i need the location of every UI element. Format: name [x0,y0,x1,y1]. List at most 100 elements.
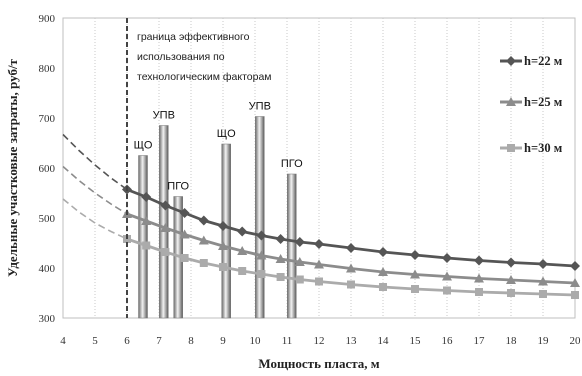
series-point [294,237,305,247]
legend-label: h=30 м [524,141,563,155]
series-point [179,208,190,218]
series-point [474,273,484,283]
series-extrapolation [62,165,128,215]
x-tick-label: 20 [570,335,582,347]
series-point [378,247,388,257]
series-point [571,291,579,299]
bar [138,155,148,319]
y-tick-label: 800 [39,63,56,75]
legend-marker [507,144,515,152]
series-point [237,246,248,255]
series-point [256,250,267,260]
series-point [142,241,151,250]
legend-marker [506,97,516,106]
y-tick-label: 400 [39,263,56,275]
x-tick-label: 15 [410,335,422,347]
series-point [160,223,171,232]
x-tick-label: 10 [250,335,262,347]
x-tick-label: 16 [442,335,454,347]
series-point [346,243,356,253]
series-point [442,271,452,281]
series-point [410,269,420,279]
series-point [346,263,356,273]
y-tick-label: 700 [39,113,56,125]
bar [221,143,231,319]
series-point [570,261,580,271]
y-tick-label: 500 [39,213,56,225]
series-point [256,230,267,241]
bar [159,125,169,319]
series-point [218,221,228,231]
series-point [257,270,266,278]
series-point [198,215,209,226]
series-point [314,239,324,249]
series-extrapolation [62,198,128,240]
series-point [411,285,419,293]
series-point [141,216,152,225]
series-point [160,200,171,211]
boundary-label: использования по [137,51,225,63]
boundary-label: технологическим факторам [137,71,272,83]
x-tick-label: 5 [92,335,98,347]
series-point [475,288,483,296]
x-tick-label: 17 [474,335,486,347]
bar-label: ПГО [167,181,189,193]
x-tick-label: 18 [506,335,518,347]
series-point [179,229,190,239]
x-axis-title: Мощность пласта, м [258,356,379,371]
series-point [315,277,323,286]
series-point [218,241,228,250]
series-point [314,259,324,269]
series-point [538,259,548,269]
series-point [379,283,387,291]
x-tick-label: 13 [346,335,358,347]
boundary: граница эффективного использования по техн… [126,18,272,318]
bar-label: ЩО [134,140,153,152]
y-tick-label: 300 [39,313,56,325]
x-tick-label: 4 [60,335,66,347]
x-tick-label: 19 [538,335,550,347]
bar-label: УПВ [249,101,271,113]
series-point [295,275,304,284]
series-point [443,286,451,295]
ticks: 4 5 6 7 8 9 10 11 12 13 14 15 16 17 18 19 20 300 400 500 600… [39,13,582,347]
bar-label: УПВ [153,110,175,122]
series-extrapolation [62,133,128,191]
series-point [238,267,247,275]
boundary-label: граница эффективного [137,31,250,43]
bar [255,116,265,319]
curves [122,184,580,299]
y-axis-title: Удельные участковые затраты, руб/т [5,58,20,276]
bar [287,173,297,319]
series-point [180,254,189,262]
series-point [141,192,152,202]
bar-label: ЩО [217,128,236,140]
series-point [538,276,548,286]
x-tick-label: 9 [220,335,226,347]
series-point [347,280,355,289]
series-point [378,267,388,276]
series-point [410,250,420,260]
series-point [199,259,208,267]
legend-label: h=25 м [524,95,563,109]
x-tick-label: 7 [156,335,162,347]
series-point [198,235,209,245]
y-tick-label: 600 [39,163,56,175]
x-tick-label: 12 [314,335,325,347]
series-point [275,254,286,263]
series-point [506,275,516,284]
series-point [570,278,580,287]
series-point [442,253,452,263]
dashed-curves [62,133,128,240]
legend-label: h=22 м [524,54,563,68]
bar-label: ПГО [281,158,303,170]
legend-marker [506,56,516,66]
legend: h=22 м h=25 м h=30 м [500,54,563,155]
series-point [219,263,227,271]
series-point [275,234,286,244]
series-point [294,257,305,266]
series-point [474,255,484,266]
x-tick-label: 14 [378,335,390,347]
series-point [507,289,515,297]
